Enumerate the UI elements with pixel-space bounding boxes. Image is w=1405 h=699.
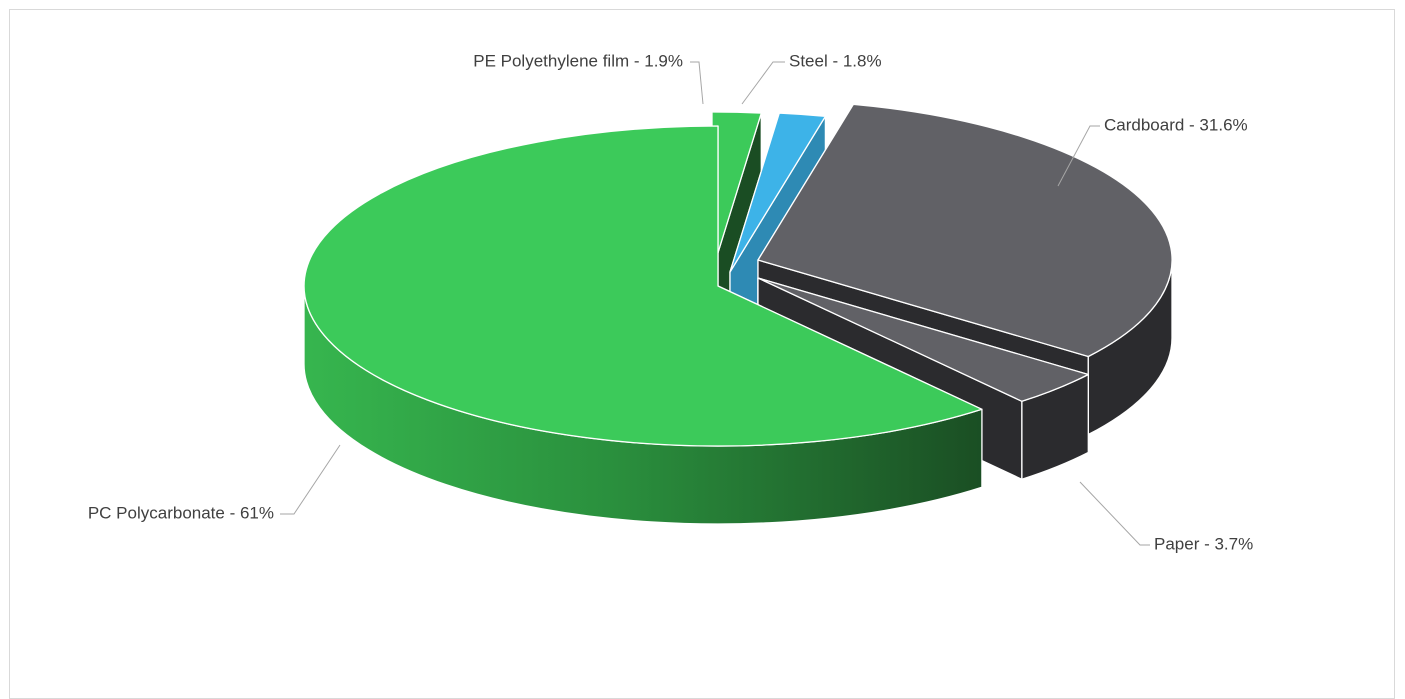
slice-label-cardboard: Cardboard - 31.6% (1104, 115, 1248, 134)
slice-top-pc-polycarbonate (303, 125, 983, 447)
leader-line-cardboard (1057, 125, 1100, 187)
leader-line-pc (280, 444, 341, 515)
slice-top-pe-polyethylene-film (711, 111, 762, 273)
slice-label-steel: Steel - 1.8% (789, 51, 882, 70)
slice-top-paper (757, 277, 1089, 402)
leader-line-steel (741, 61, 785, 105)
slice-label-paper: Paper - 3.7% (1154, 534, 1253, 553)
leader-line-paper (1079, 481, 1150, 546)
slice-pc-polycarbonate (303, 125, 983, 525)
slice-label-pe: PE Polyethylene film - 1.9% (473, 51, 683, 70)
slice-label-pc: PC Polycarbonate - 61% (88, 503, 274, 522)
slice-top-cardboard (757, 103, 1173, 358)
leader-line-pe (690, 61, 704, 105)
slice-top-steel (729, 112, 827, 273)
